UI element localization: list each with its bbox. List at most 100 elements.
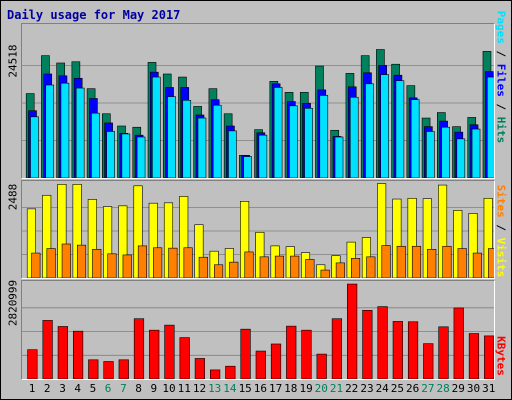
pages-bar <box>136 136 146 178</box>
pages-bar <box>60 82 70 178</box>
kbytes-bar <box>407 321 419 379</box>
kbytes-bar <box>484 335 494 379</box>
kbytes-plot <box>22 283 494 379</box>
sites-bar <box>168 247 178 278</box>
visits-bar <box>133 185 143 278</box>
middle-y-max-label: 2488 <box>6 183 20 211</box>
pages-bar <box>243 156 252 178</box>
sites-bar <box>351 258 361 278</box>
visits-bar <box>118 205 128 278</box>
legend-visits: Visits <box>494 237 508 278</box>
pages-bar <box>258 134 268 178</box>
pages-bar <box>471 128 481 178</box>
sites-bar <box>183 247 193 278</box>
chart-title: Daily usage for May 2017 <box>7 8 181 22</box>
x-tick-label: 1 <box>28 382 36 395</box>
kbytes-bar <box>72 330 84 379</box>
x-tick-label: 12 <box>192 382 207 395</box>
visits-bar <box>26 208 36 278</box>
x-axis-labels: 1 2 3 4 5 6 7 8 9 10 11 12 13 14 15 16 17 18 19 20 21 22 23 24 2… <box>21 382 496 396</box>
kbytes-bar <box>377 306 388 379</box>
visits-bar <box>392 198 402 278</box>
sites-bar <box>122 254 132 278</box>
x-tick-label: 16 <box>253 382 268 395</box>
pages-bar <box>228 130 237 178</box>
pages-bar <box>152 76 161 178</box>
sites-bar <box>320 269 330 278</box>
kbytes-bar <box>362 309 373 379</box>
sites-bar <box>61 243 71 278</box>
visits-bar <box>163 202 174 278</box>
x-tick-label: 20 <box>314 382 328 395</box>
sites-bar <box>274 255 285 278</box>
kbytes-bar <box>392 321 403 379</box>
legend-separator: / <box>494 43 508 64</box>
sites-bar <box>259 256 269 278</box>
sites-bar <box>305 259 315 278</box>
visits-sites-panel <box>21 180 495 279</box>
x-tick-label: 14 <box>223 382 237 395</box>
pages-bar <box>167 96 176 178</box>
sites-bar <box>457 248 467 278</box>
x-tick-label: 31 <box>482 382 496 395</box>
pages-bar <box>30 116 39 178</box>
pages-bar <box>212 104 222 178</box>
x-tick-label: 24 <box>375 382 389 395</box>
x-tick-label: 23 <box>360 382 374 395</box>
x-tick-label: 28 <box>436 382 450 395</box>
kbytes-bar <box>149 329 160 379</box>
pages-bar <box>486 76 494 178</box>
x-tick-label: 7 <box>120 382 127 395</box>
x-tick-label: 26 <box>405 382 420 395</box>
x-tick-label: 5 <box>89 382 97 395</box>
kbytes-bar <box>210 369 221 379</box>
x-tick-label: 25 <box>390 382 405 395</box>
kbytes-bar <box>438 326 449 379</box>
kbytes-bar <box>118 359 129 379</box>
visits-bar <box>407 197 417 278</box>
sites-bar <box>442 245 452 278</box>
visits-bar <box>468 213 478 278</box>
pages-bar <box>334 136 344 178</box>
pages-bar <box>395 80 405 178</box>
sites-bar <box>92 248 102 278</box>
sites-bar <box>46 248 56 278</box>
kbytes-bar <box>57 326 68 379</box>
kbytes-bar <box>270 343 282 379</box>
sites-bar <box>244 251 254 278</box>
kbytes-bar <box>468 333 480 379</box>
x-tick-label: 17 <box>268 382 283 395</box>
pages-bar <box>319 95 329 178</box>
sites-bar <box>396 245 406 278</box>
x-tick-label: 10 <box>162 382 176 395</box>
legend-sites: Sites <box>494 184 508 218</box>
hits-files-pages-panel <box>21 23 495 179</box>
kbytes-panel <box>21 280 495 380</box>
kbytes-bar <box>255 350 266 379</box>
bottom-y-max-label: 2820999 <box>6 279 20 327</box>
kbytes-bar <box>133 318 145 379</box>
hits-files-pages-plot <box>22 49 494 178</box>
x-tick-label: 21 <box>329 382 344 395</box>
kbytes-bar <box>240 328 251 379</box>
middle-legend-label: Sites / Visits <box>495 185 508 278</box>
sites-bar <box>488 248 494 278</box>
x-tick-label: 9 <box>150 382 158 395</box>
legend-files: Files <box>494 63 508 97</box>
x-tick-label: 30 <box>466 382 481 395</box>
visits-bar <box>103 206 113 278</box>
visits-bar <box>255 231 265 278</box>
x-tick-label: 19 <box>299 382 313 395</box>
kbytes-bar <box>194 358 205 379</box>
x-tick-label: 8 <box>135 382 142 395</box>
pages-bar <box>91 112 100 178</box>
x-tick-label: 13 <box>208 382 222 395</box>
sites-bar <box>76 244 87 278</box>
x-tick-label: 2 <box>43 382 51 395</box>
pages-bar <box>410 99 420 178</box>
sites-bar <box>290 255 300 278</box>
x-tick-label: 22 <box>345 382 359 395</box>
kbytes-bar <box>179 337 190 379</box>
kbytes-bar <box>225 365 236 379</box>
pages-bar <box>121 133 131 178</box>
